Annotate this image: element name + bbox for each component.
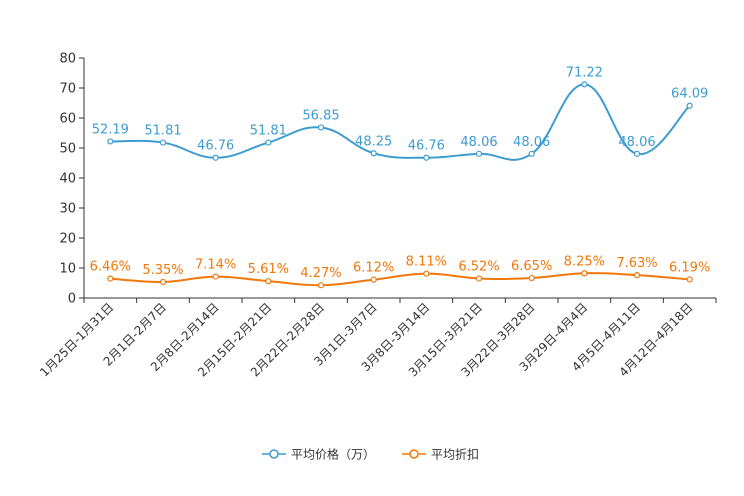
data-label: 6.19% bbox=[669, 260, 710, 275]
data-point[interactable] bbox=[423, 270, 430, 277]
data-label: 48.06 bbox=[513, 135, 550, 150]
data-label: 64.09 bbox=[671, 87, 708, 102]
data-label: 48.06 bbox=[618, 135, 655, 150]
data-label: 7.14% bbox=[195, 258, 236, 273]
data-label: 48.25 bbox=[355, 134, 392, 149]
y-tick-label: 60 bbox=[59, 112, 76, 127]
data-label: 5.35% bbox=[142, 263, 183, 278]
data-label: 6.52% bbox=[458, 259, 499, 274]
data-point[interactable] bbox=[633, 150, 641, 157]
data-point[interactable] bbox=[686, 276, 693, 283]
data-label: 51.81 bbox=[250, 124, 287, 139]
data-point[interactable] bbox=[265, 139, 272, 146]
data-point[interactable] bbox=[581, 270, 588, 277]
data-label: 6.12% bbox=[353, 261, 394, 276]
data-label: 6.46% bbox=[90, 260, 131, 275]
y-tick-label: 80 bbox=[59, 52, 76, 67]
data-label: 8.11% bbox=[406, 255, 447, 270]
data-labels: 52.19 51.81 46.76 51.81 56.85 48.25 46.76 48.06… bbox=[90, 65, 711, 281]
y-tick-label: 40 bbox=[59, 172, 76, 187]
y-tick-label: 0 bbox=[68, 292, 76, 307]
legend-label: 平均折扣 bbox=[431, 447, 479, 462]
data-point[interactable] bbox=[212, 273, 219, 280]
data-point[interactable] bbox=[581, 81, 588, 88]
data-point[interactable] bbox=[528, 274, 535, 282]
data-point[interactable] bbox=[212, 154, 219, 161]
data-label: 71.22 bbox=[566, 65, 603, 80]
data-point[interactable] bbox=[159, 139, 167, 146]
legend-marker-icon bbox=[409, 449, 419, 459]
y-tick-label: 20 bbox=[59, 232, 76, 247]
legend-label: 平均价格（万） bbox=[291, 447, 375, 462]
data-label: 51.81 bbox=[144, 124, 181, 139]
data-point[interactable] bbox=[265, 278, 272, 285]
data-point[interactable] bbox=[317, 124, 325, 131]
legend-item-1[interactable]: 平均价格（万） bbox=[262, 447, 375, 462]
data-point[interactable] bbox=[475, 275, 483, 282]
data-label: 56.85 bbox=[302, 108, 339, 123]
y-tick-label: 30 bbox=[59, 202, 76, 217]
data-point[interactable] bbox=[528, 150, 535, 157]
data-label: 7.63% bbox=[616, 256, 657, 271]
data-label: 46.76 bbox=[408, 139, 445, 154]
data-point[interactable] bbox=[686, 102, 693, 109]
data-label: 6.65% bbox=[511, 259, 552, 274]
series-layer bbox=[107, 81, 693, 289]
x-tick-label: 1月25日-1月31日 bbox=[37, 300, 116, 379]
legend: 平均价格（万） 平均折扣 bbox=[262, 447, 479, 462]
y-tick-label: 50 bbox=[59, 142, 76, 157]
data-point[interactable] bbox=[317, 282, 325, 289]
axes: 010203040506070801月25日-1月31日2月1日-2月7日2月8… bbox=[37, 52, 717, 380]
data-label: 46.76 bbox=[197, 139, 234, 154]
data-point[interactable] bbox=[475, 150, 483, 157]
data-point[interactable] bbox=[633, 272, 641, 279]
legend-marker-icon bbox=[269, 449, 279, 459]
data-label: 52.19 bbox=[92, 122, 129, 137]
data-point[interactable] bbox=[370, 276, 377, 283]
data-point[interactable] bbox=[107, 138, 114, 145]
legend-item-2[interactable]: 平均折扣 bbox=[402, 447, 479, 462]
data-label: 5.61% bbox=[248, 262, 289, 277]
y-tick-label: 10 bbox=[59, 262, 76, 277]
data-point[interactable] bbox=[423, 154, 430, 161]
series-line-2 bbox=[110, 272, 690, 287]
data-point[interactable] bbox=[107, 275, 114, 282]
data-label: 48.06 bbox=[460, 135, 497, 150]
data-label: 4.27% bbox=[300, 266, 341, 281]
data-label: 8.25% bbox=[564, 254, 605, 269]
data-point[interactable] bbox=[370, 150, 377, 157]
data-point[interactable] bbox=[159, 278, 167, 286]
y-tick-label: 70 bbox=[59, 82, 76, 97]
